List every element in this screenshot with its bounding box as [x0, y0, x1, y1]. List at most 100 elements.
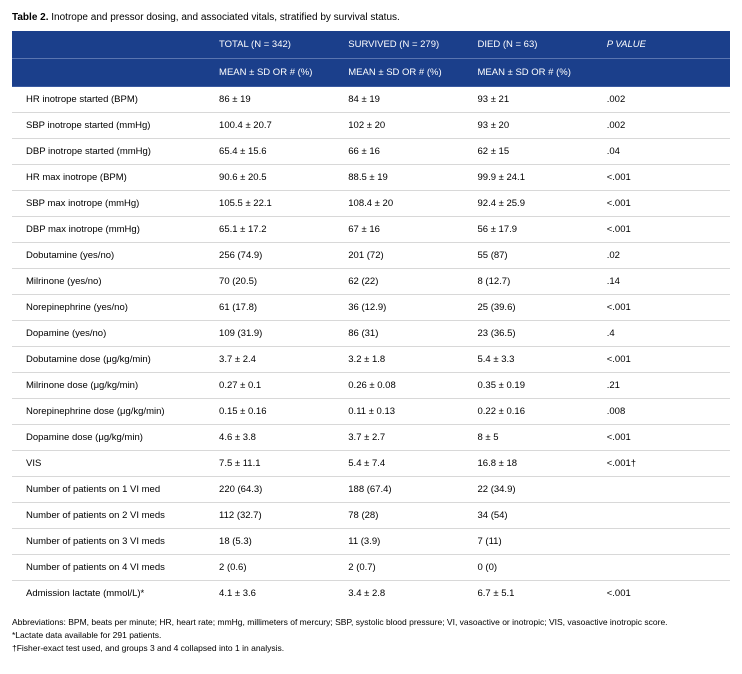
header2-died: MEAN ± SD OR # (%): [472, 59, 601, 87]
data-table: TOTAL (N = 342) SURVIVED (N = 279) DIED …: [12, 31, 730, 606]
row-total: 86 ± 19: [213, 87, 342, 113]
table-row: Number of patients on 4 VI meds2 (0.6)2 …: [12, 555, 730, 581]
header-total: TOTAL (N = 342): [213, 31, 342, 59]
row-survived: 3.4 ± 2.8: [342, 581, 471, 607]
row-total: 100.4 ± 20.7: [213, 113, 342, 139]
row-label: Number of patients on 4 VI meds: [12, 555, 213, 581]
row-label: DBP max inotrope (mmHg): [12, 217, 213, 243]
row-total: 7.5 ± 11.1: [213, 451, 342, 477]
row-died: 0 (0): [472, 555, 601, 581]
row-died: 55 (87): [472, 243, 601, 269]
row-label: VIS: [12, 451, 213, 477]
row-total: 2 (0.6): [213, 555, 342, 581]
caption-bold: Table 2.: [12, 12, 49, 23]
header2-survived: MEAN ± SD OR # (%): [342, 59, 471, 87]
row-died: 25 (39.6): [472, 295, 601, 321]
header2-total: MEAN ± SD OR # (%): [213, 59, 342, 87]
table-row: VIS7.5 ± 11.15.4 ± 7.416.8 ± 18<.001†: [12, 451, 730, 477]
row-survived: 84 ± 19: [342, 87, 471, 113]
row-died: 22 (34.9): [472, 477, 601, 503]
row-died: 93 ± 21: [472, 87, 601, 113]
row-survived: 0.26 ± 0.08: [342, 373, 471, 399]
table-footer: Abbreviations: BPM, beats per minute; HR…: [12, 616, 730, 654]
row-pvalue: .21: [601, 373, 730, 399]
row-total: 65.4 ± 15.6: [213, 139, 342, 165]
row-label: Dopamine (yes/no): [12, 321, 213, 347]
row-total: 65.1 ± 17.2: [213, 217, 342, 243]
row-total: 109 (31.9): [213, 321, 342, 347]
row-survived: 11 (3.9): [342, 529, 471, 555]
row-survived: 108.4 ± 20: [342, 191, 471, 217]
header-died: DIED (N = 63): [472, 31, 601, 59]
table-row: DBP inotrope started (mmHg)65.4 ± 15.666…: [12, 139, 730, 165]
row-pvalue: [601, 529, 730, 555]
footer-abbrev: Abbreviations: BPM, beats per minute; HR…: [12, 616, 730, 629]
row-label: Number of patients on 2 VI meds: [12, 503, 213, 529]
row-label: Admission lactate (mmol/L)*: [12, 581, 213, 607]
table-row: Dopamine (yes/no)109 (31.9)86 (31)23 (36…: [12, 321, 730, 347]
header-blank: [12, 31, 213, 59]
table-row: Dopamine dose (μg/kg/min)4.6 ± 3.83.7 ± …: [12, 425, 730, 451]
row-survived: 62 (22): [342, 269, 471, 295]
table-row: Number of patients on 2 VI meds112 (32.7…: [12, 503, 730, 529]
row-survived: 188 (67.4): [342, 477, 471, 503]
header2-pblank: [601, 59, 730, 87]
row-survived: 36 (12.9): [342, 295, 471, 321]
table-row: Admission lactate (mmol/L)*4.1 ± 3.63.4 …: [12, 581, 730, 607]
row-pvalue: <.001: [601, 347, 730, 373]
row-died: 7 (11): [472, 529, 601, 555]
header-survived: SURVIVED (N = 279): [342, 31, 471, 59]
table-body: HR inotrope started (BPM)86 ± 1984 ± 199…: [12, 87, 730, 607]
row-pvalue: .008: [601, 399, 730, 425]
row-pvalue: <.001: [601, 581, 730, 607]
row-pvalue: .002: [601, 113, 730, 139]
footer-dagger: †Fisher-exact test used, and groups 3 an…: [12, 642, 730, 655]
row-survived: 66 ± 16: [342, 139, 471, 165]
row-label: Number of patients on 3 VI meds: [12, 529, 213, 555]
table-row: HR inotrope started (BPM)86 ± 1984 ± 199…: [12, 87, 730, 113]
table-row: Dobutamine (yes/no)256 (74.9)201 (72)55 …: [12, 243, 730, 269]
table-row: HR max inotrope (BPM)90.6 ± 20.588.5 ± 1…: [12, 165, 730, 191]
row-total: 112 (32.7): [213, 503, 342, 529]
row-total: 4.1 ± 3.6: [213, 581, 342, 607]
row-survived: 102 ± 20: [342, 113, 471, 139]
table-row: Number of patients on 3 VI meds18 (5.3)1…: [12, 529, 730, 555]
row-pvalue: [601, 503, 730, 529]
row-died: 0.35 ± 0.19: [472, 373, 601, 399]
row-survived: 201 (72): [342, 243, 471, 269]
row-total: 0.27 ± 0.1: [213, 373, 342, 399]
table-row: Number of patients on 1 VI med220 (64.3)…: [12, 477, 730, 503]
row-label: Norepinephrine dose (μg/kg/min): [12, 399, 213, 425]
header-row-2: MEAN ± SD OR # (%) MEAN ± SD OR # (%) ME…: [12, 59, 730, 87]
row-total: 70 (20.5): [213, 269, 342, 295]
row-died: 8 ± 5: [472, 425, 601, 451]
row-survived: 86 (31): [342, 321, 471, 347]
row-pvalue: .002: [601, 87, 730, 113]
table-caption: Table 2. Inotrope and pressor dosing, an…: [12, 12, 730, 23]
row-label: Dobutamine (yes/no): [12, 243, 213, 269]
row-pvalue: <.001: [601, 425, 730, 451]
row-label: SBP inotrope started (mmHg): [12, 113, 213, 139]
row-label: Dopamine dose (μg/kg/min): [12, 425, 213, 451]
row-died: 8 (12.7): [472, 269, 601, 295]
row-pvalue: <.001: [601, 165, 730, 191]
row-label: Milrinone dose (μg/kg/min): [12, 373, 213, 399]
table-row: Dobutamine dose (μg/kg/min)3.7 ± 2.43.2 …: [12, 347, 730, 373]
row-pvalue: .04: [601, 139, 730, 165]
row-survived: 3.7 ± 2.7: [342, 425, 471, 451]
row-pvalue: .14: [601, 269, 730, 295]
row-pvalue: <.001: [601, 191, 730, 217]
row-label: SBP max inotrope (mmHg): [12, 191, 213, 217]
row-survived: 78 (28): [342, 503, 471, 529]
footer-star: *Lactate data available for 291 patients…: [12, 629, 730, 642]
row-total: 18 (5.3): [213, 529, 342, 555]
row-pvalue: [601, 555, 730, 581]
row-label: HR inotrope started (BPM): [12, 87, 213, 113]
row-died: 99.9 ± 24.1: [472, 165, 601, 191]
row-died: 0.22 ± 0.16: [472, 399, 601, 425]
row-pvalue: <.001: [601, 217, 730, 243]
header-row-1: TOTAL (N = 342) SURVIVED (N = 279) DIED …: [12, 31, 730, 59]
row-died: 92.4 ± 25.9: [472, 191, 601, 217]
row-total: 3.7 ± 2.4: [213, 347, 342, 373]
row-pvalue: <.001†: [601, 451, 730, 477]
